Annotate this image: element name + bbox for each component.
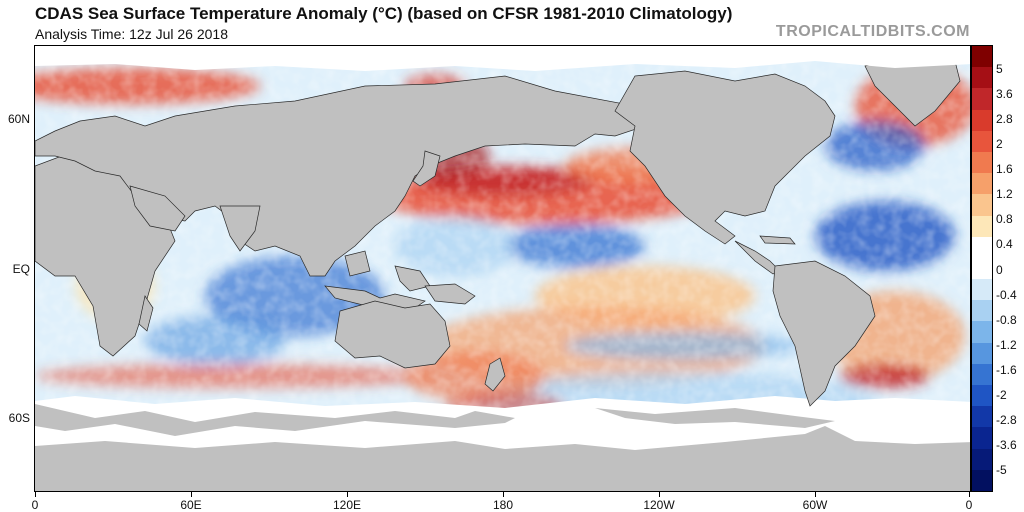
map-title: CDAS Sea Surface Temperature Anomaly (°C… [35, 4, 733, 23]
colorbar-swatch [972, 67, 992, 89]
colorbar-swatch [972, 427, 992, 449]
colorbar-label: 5 [996, 62, 1003, 76]
colorbar-swatch [972, 88, 992, 110]
colorbar-label: 1.2 [996, 187, 1013, 202]
colorbar-swatch [972, 321, 992, 343]
colorbar-label: -5 [996, 463, 1007, 477]
colorbar-swatch [972, 300, 992, 322]
lat-label-60s: 60S [8, 411, 30, 425]
colorbar-label: 1.6 [996, 162, 1013, 177]
map-canvas [35, 46, 970, 491]
analysis-time: Analysis Time: 12z Jul 26 2018 [35, 26, 228, 42]
colorbar-swatch [972, 406, 992, 428]
colorbar-swatch [972, 342, 992, 364]
colorbar-label: 2.8 [996, 112, 1013, 127]
antarctic-ice [35, 396, 970, 491]
colorbar-label: 0.4 [996, 237, 1013, 252]
colorbar-label: -2.8 [996, 412, 1017, 427]
lon-tick [659, 492, 660, 497]
colorbar-labels: 5 3.6 2.8 2 1.6 1.2 0.8 0.4 0 -0.4 -0.8 -1.2 -1.6 -2 -… [996, 45, 1024, 492]
lon-label-60w: 60W [802, 498, 828, 512]
colorbar-label: 0 [996, 262, 1003, 277]
colorbar-swatch [972, 151, 992, 174]
colorbar-label: -1.6 [996, 362, 1017, 377]
lon-tick [191, 492, 192, 497]
arctic-ice [35, 46, 970, 71]
colorbar-label: 0.8 [996, 212, 1013, 227]
lon-tick [347, 492, 348, 497]
colorbar-label: -3.6 [996, 437, 1017, 452]
colorbar-swatch [972, 46, 992, 68]
lon-label-0-west: 0 [31, 498, 39, 512]
colorbar-swatch [972, 448, 992, 470]
colorbar-label: 2 [996, 137, 1003, 152]
lon-tick [35, 492, 36, 497]
colorbar-swatch [972, 257, 992, 280]
colorbar-swatch [972, 173, 992, 195]
colorbar-label: 3.6 [996, 87, 1013, 102]
lon-tick [815, 492, 816, 497]
sst-anomaly-map [34, 45, 971, 492]
colorbar-swatch [972, 385, 992, 407]
colorbar-label: -0.8 [996, 312, 1017, 327]
land-masses [35, 55, 961, 407]
lat-label-eq: EQ [12, 262, 30, 276]
colorbar-swatch [972, 109, 992, 131]
colorbar-label: -0.4 [996, 287, 1017, 302]
lon-tick [969, 492, 970, 497]
site-credit: TROPICALTIDBITS.COM [775, 23, 970, 40]
colorbar-swatch [972, 363, 992, 385]
lon-tick [503, 492, 504, 497]
lon-label-120e: 120E [332, 498, 362, 512]
lon-label-180: 180 [492, 498, 514, 512]
lon-label-0-east: 0 [965, 498, 973, 512]
lon-label-60e: 60E [180, 498, 202, 512]
colorbar-swatch [972, 469, 992, 491]
colorbar-swatch [972, 130, 992, 152]
colorbar-swatch [972, 236, 992, 258]
lon-label-120w: 120W [643, 498, 675, 512]
colorbar-swatch [972, 215, 992, 237]
colorbar-swatch [972, 194, 992, 216]
lat-label-60n: 60N [7, 112, 30, 126]
colorbar-label: -2 [996, 387, 1007, 402]
colorbar [971, 45, 993, 492]
colorbar-swatch [972, 279, 992, 301]
colorbar-label: -1.2 [996, 337, 1017, 352]
